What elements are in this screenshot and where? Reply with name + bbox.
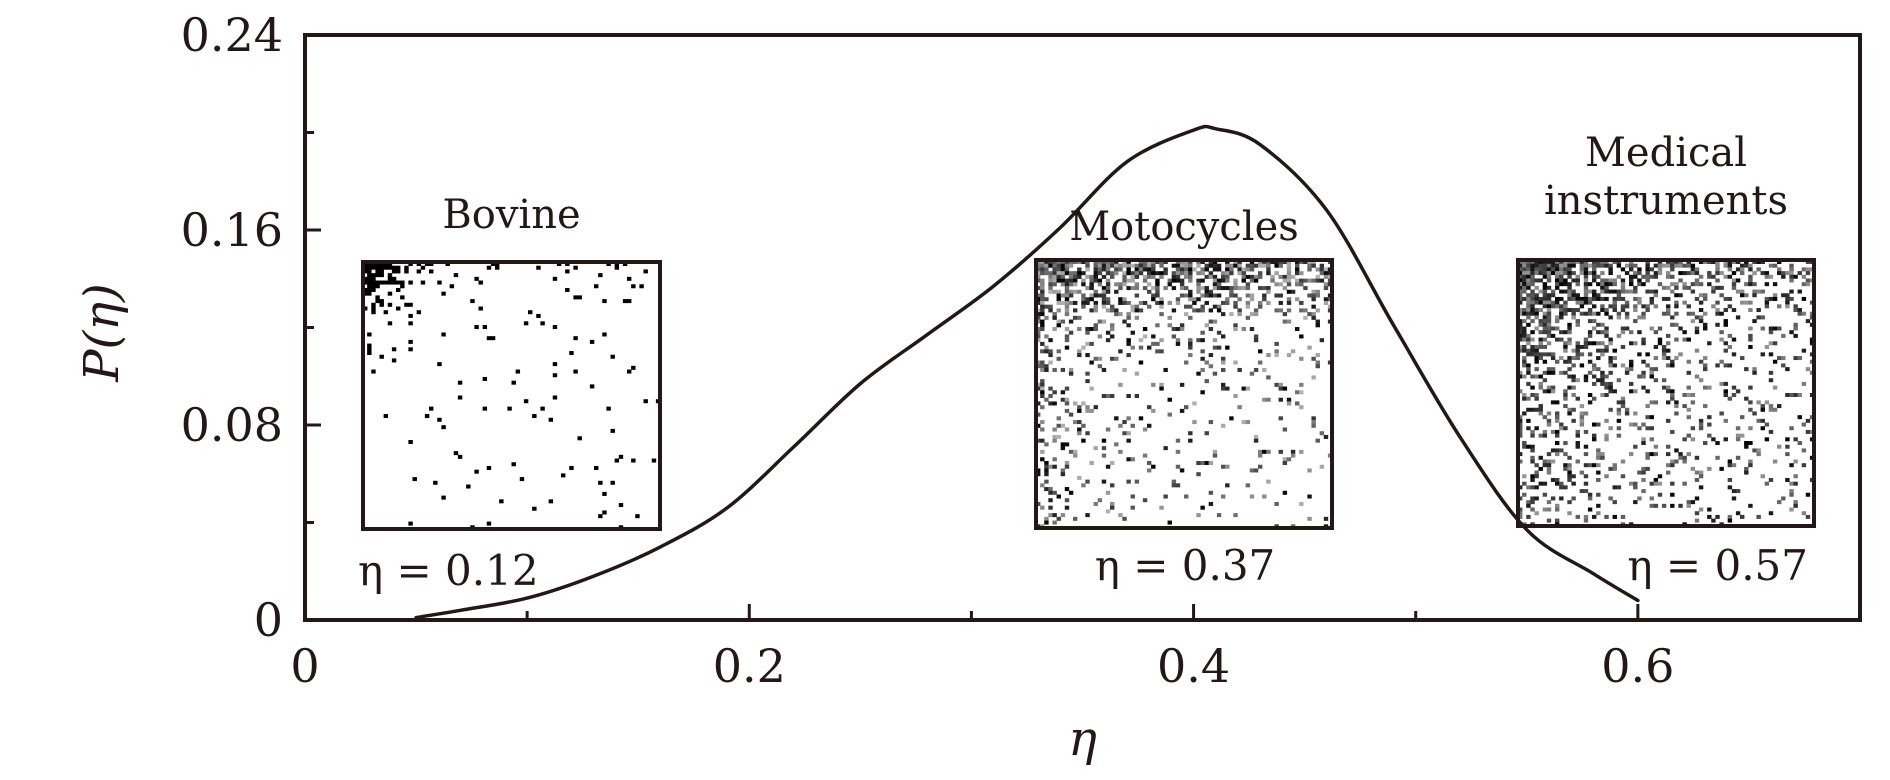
inset-eta-label: η = 0.12 <box>358 546 539 595</box>
inset-eta-label: η = 0.57 <box>1627 541 1808 590</box>
inset-pixels <box>1518 260 1815 527</box>
y-tick-label: 0.08 <box>181 398 283 452</box>
x-axis-title: η <box>1068 711 1097 767</box>
x-tick-label: 0.2 <box>713 639 786 693</box>
inset-frame <box>1034 258 1334 530</box>
inset-pixels <box>363 262 661 530</box>
inset-title: Motocycles <box>1069 204 1299 250</box>
x-tick-label: 0 <box>290 639 319 693</box>
inset-group: Bovine η = 0.12 Motocycles η = 0.37 Medicali… <box>358 130 1816 595</box>
inset-sparse: Bovine η = 0.12 <box>358 192 662 595</box>
x-tick-label: 0.6 <box>1601 639 1674 693</box>
series-line <box>414 124 1640 620</box>
inset-medium: Motocycles η = 0.37 <box>1034 204 1334 590</box>
y-tick-label: 0.16 <box>181 203 283 257</box>
inset-frame <box>1516 258 1816 528</box>
inset-eta-label: η = 0.37 <box>1095 541 1276 590</box>
y-tick-label: 0 <box>254 593 283 647</box>
axis-tick-labels: 0 0.2 0.4 0.6 0 0.08 0.16 0.24 <box>181 8 1675 693</box>
inset-title: Bovine <box>442 192 580 238</box>
axis-ticks <box>303 33 1640 622</box>
inset-background <box>363 262 660 529</box>
x-tick-label: 0.4 <box>1157 639 1230 693</box>
inset-title: instruments <box>1544 178 1788 224</box>
inset-pixels <box>1036 260 1333 529</box>
inset-title: Medical <box>1585 130 1747 176</box>
y-axis-title: P(η) <box>74 283 130 383</box>
y-tick-label: 0.24 <box>181 8 283 62</box>
inset-frame <box>361 260 662 531</box>
